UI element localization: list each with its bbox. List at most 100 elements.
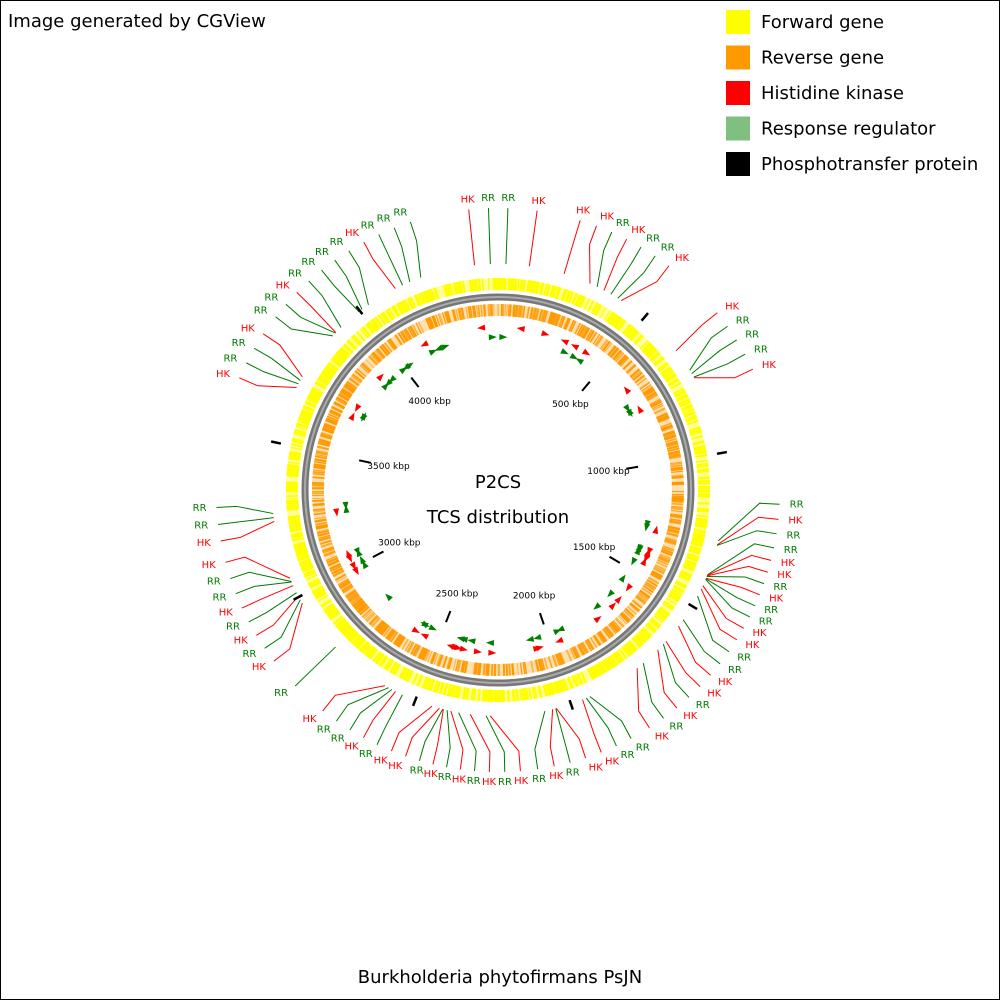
forward-gene (293, 430, 307, 436)
forward-gene (287, 517, 301, 521)
forward-gene (314, 381, 327, 390)
forward-gene (318, 375, 330, 384)
forward-gene (697, 479, 710, 482)
reverse-gene (631, 600, 643, 609)
reverse-gene (412, 324, 419, 336)
feature-marker (420, 340, 429, 347)
forward-gene (432, 680, 439, 693)
forward-gene (361, 326, 371, 337)
leader-line (296, 292, 337, 333)
reverse-gene (332, 569, 344, 577)
reverse-gene (425, 318, 432, 330)
ticks: 500 kbp 1000 kbp 1500 kbp 2000 kbp 2500 kbp 3… (270, 305, 728, 711)
forward-gene (675, 580, 688, 588)
leader-line (308, 280, 342, 328)
reverse-gene (314, 458, 327, 463)
leader-line (409, 221, 422, 278)
reverse-gene (387, 629, 396, 641)
leader-line (662, 643, 690, 698)
forward-gene (442, 284, 448, 297)
reverse-gene (585, 329, 593, 340)
reverse-gene (348, 377, 360, 386)
forward-gene (646, 622, 657, 632)
reverse-gene (610, 621, 620, 632)
leader-line (322, 685, 386, 712)
forward-gene (342, 344, 353, 355)
forward-gene (539, 282, 545, 295)
forward-gene (523, 688, 527, 701)
reverse-gene (668, 525, 681, 530)
reverse-gene (427, 650, 433, 663)
leader-line (589, 225, 598, 284)
reverse-gene (519, 662, 523, 675)
reverse-gene (649, 399, 661, 407)
forward-gene (535, 281, 540, 294)
leader-line (689, 325, 728, 371)
forward-gene (396, 302, 405, 315)
forward-gene (645, 623, 656, 634)
forward-gene (330, 358, 341, 368)
forward-gene (667, 377, 679, 386)
feature-label: RR (393, 207, 407, 218)
reverse-gene (522, 662, 526, 675)
features: RR HKHKHKRRHKRRRRHKHKRRRRRRHKRRHKRRRRHKHK… (193, 193, 804, 788)
reverse-gene (314, 456, 327, 460)
forward-gene (452, 282, 458, 295)
reverse-gene (530, 660, 535, 673)
reverse-gene (670, 513, 683, 518)
forward-gene (695, 519, 708, 524)
reverse-gene (314, 516, 327, 520)
reverse-gene (558, 315, 564, 328)
reverse-gene (460, 660, 465, 673)
leader-line (248, 592, 297, 623)
reverse-gene (346, 380, 358, 390)
forward-gene (414, 294, 422, 307)
forward-gene (324, 366, 336, 376)
leader-line (642, 662, 664, 719)
forward-gene (663, 600, 675, 610)
reverse-gene (587, 638, 595, 650)
forward-gene (653, 614, 664, 624)
forward-gene (368, 648, 378, 660)
reverse-gene (320, 542, 333, 548)
reverse-gene (340, 389, 352, 398)
tick-mark (410, 376, 420, 388)
feature-marker (552, 629, 562, 636)
forward-gene (520, 688, 525, 701)
reverse-gene (333, 402, 345, 410)
leader-line (582, 699, 602, 753)
reverse-gene (341, 583, 352, 591)
forward-gene (339, 622, 350, 633)
forward-gene (692, 440, 705, 446)
forward-gene (337, 350, 348, 360)
reverse-gene (328, 410, 341, 418)
feature-label: RR (254, 306, 268, 317)
reverse-gene (315, 523, 328, 527)
leader-line (230, 571, 292, 582)
reverse-gene (603, 627, 613, 638)
forward-gene (365, 645, 375, 657)
reverse-gene (329, 410, 341, 417)
forward-gene (350, 336, 361, 346)
forward-gene (665, 373, 677, 383)
reverse-gene (313, 466, 326, 470)
feature-label: RR (194, 521, 208, 532)
reverse-gene (671, 496, 684, 500)
reverse-gene (394, 334, 402, 346)
reverse-gene (664, 434, 677, 440)
reverse-gene (618, 356, 629, 366)
leader-line (705, 579, 751, 618)
reverse-gene (599, 339, 608, 350)
reverse-gene (613, 350, 623, 361)
forward-gene (668, 592, 680, 601)
forward-gene (307, 578, 320, 586)
forward-gene (597, 662, 606, 674)
forward-gene (360, 641, 370, 653)
reverse-gene (368, 356, 378, 366)
forward-gene (694, 451, 707, 456)
forward-gene (345, 629, 357, 640)
reverse-gene (650, 399, 662, 408)
reverse-gene (543, 310, 549, 323)
reverse-gene (622, 360, 633, 370)
forward-gene (659, 606, 671, 616)
